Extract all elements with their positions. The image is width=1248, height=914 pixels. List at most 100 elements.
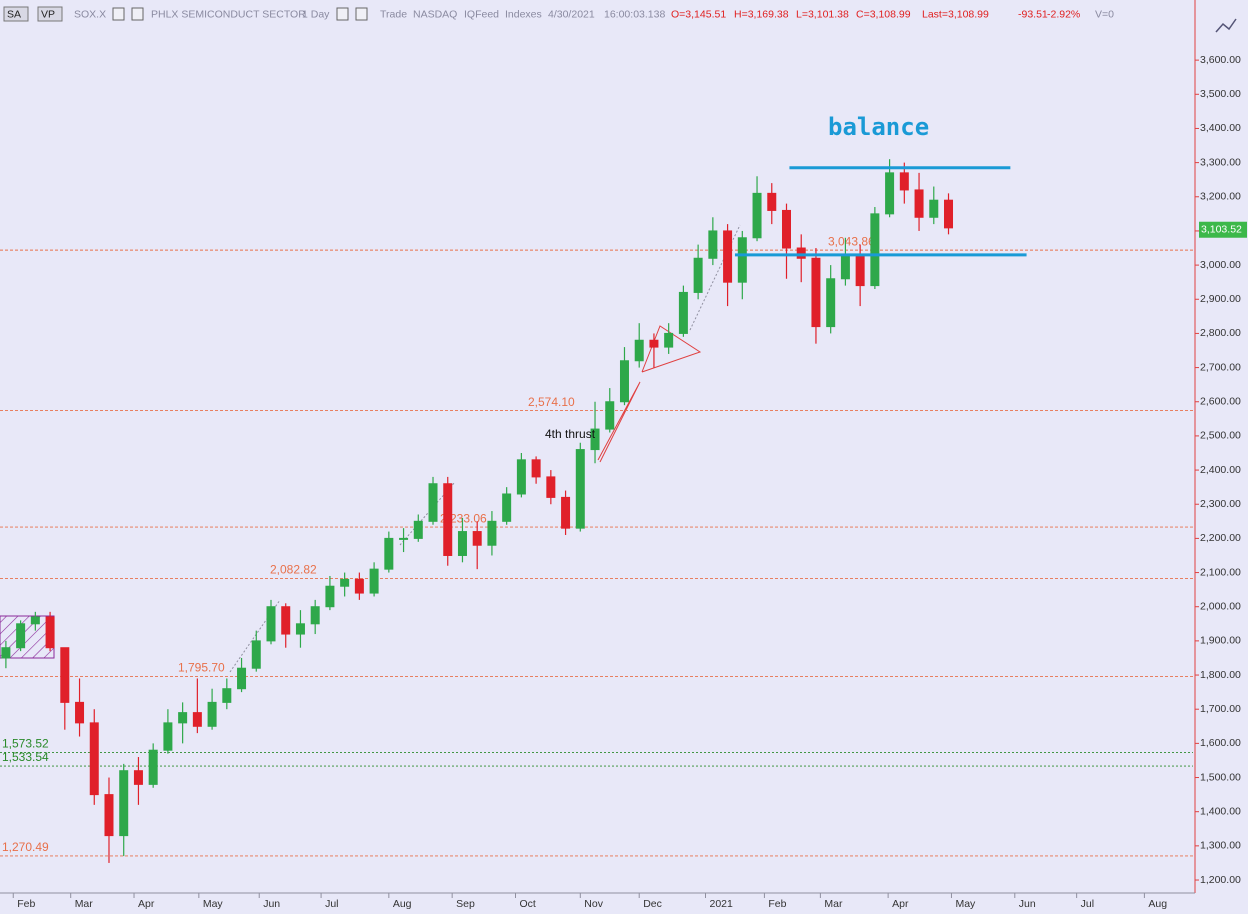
y-tick-label: 1,400.00 (1200, 805, 1241, 817)
y-tick-label: 1,500.00 (1200, 771, 1241, 783)
candle-body (781, 209, 791, 249)
candle-body (413, 520, 423, 539)
header-open: O=3,145.51 (671, 8, 726, 20)
y-tick-label: 2,800.00 (1200, 327, 1241, 339)
y-tick-label: 2,600.00 (1200, 396, 1241, 408)
toolbar-button-label: VP (41, 8, 55, 20)
candle-body (678, 291, 688, 334)
candle-body (340, 578, 350, 587)
x-tick-label: Aug (1148, 898, 1167, 910)
dropdown[interactable] (112, 7, 125, 21)
dropdown[interactable] (355, 7, 368, 21)
candle-body (369, 568, 379, 594)
candle-body (664, 332, 674, 348)
x-tick-label: Jun (263, 898, 280, 910)
annotation-thrust: 4th thrust (545, 427, 596, 441)
dropdown[interactable] (131, 7, 144, 21)
candle-body (178, 712, 188, 724)
candle-body (295, 623, 305, 635)
last-price-box (1199, 221, 1247, 238)
candle-body (251, 640, 261, 669)
wedge-drawing (597, 381, 641, 463)
level-label: 3,043.86 (828, 234, 875, 248)
last-price-label: 3,103.52 (1201, 224, 1242, 236)
y-tick-label: 1,900.00 (1200, 635, 1241, 647)
x-tick-label: Mar (75, 898, 94, 910)
candle-body (222, 688, 232, 703)
header-close: C=3,108.99 (856, 8, 911, 20)
candle-body (914, 189, 924, 218)
header-change: -93.51 (1018, 8, 1048, 20)
candle-body (752, 192, 762, 239)
candle-body (89, 722, 99, 796)
y-tick-label: 2,100.00 (1200, 566, 1241, 578)
candle-body (30, 616, 40, 625)
x-tick-label: Jun (1019, 898, 1036, 910)
candle-body (619, 360, 629, 403)
y-tick-label: 3,300.00 (1200, 156, 1241, 168)
candle-body (516, 459, 526, 495)
header-high: H=3,169.38 (734, 8, 789, 20)
y-tick-label: 2,500.00 (1200, 430, 1241, 442)
x-tick-label: Feb (17, 898, 35, 910)
dropdown[interactable] (336, 7, 349, 21)
y-tick-label: 1,700.00 (1200, 703, 1241, 715)
header-change-pct: -2.92% (1047, 8, 1080, 20)
triangle-drawing (641, 325, 702, 373)
x-tick-label: Nov (584, 898, 603, 910)
candle-body (561, 496, 571, 529)
y-tick-label: 3,600.00 (1200, 54, 1241, 66)
candle-body (708, 230, 718, 259)
candle-body (148, 749, 158, 785)
x-tick-label: Apr (138, 898, 155, 910)
candle-body (384, 537, 394, 570)
header-interval: 1 Day (302, 8, 330, 20)
candle-body (163, 722, 173, 751)
candle-body (133, 770, 143, 785)
header-time: 16:00:03.138 (604, 8, 665, 20)
header-name: PHLX SEMICONDUCT SECTOR (151, 8, 306, 20)
candle-body (811, 257, 821, 328)
candle-body (60, 647, 70, 703)
header-symbol: SOX.X (74, 8, 106, 20)
candle-body (16, 623, 26, 649)
candle-body (119, 770, 129, 837)
header-feed: IQFeed (464, 8, 499, 20)
candle-body (531, 459, 541, 478)
y-tick-label: 2,300.00 (1200, 498, 1241, 510)
candle-body (826, 278, 836, 328)
candle-body (192, 712, 202, 727)
header-date: 4/30/2021 (548, 8, 595, 20)
header-low: L=3,101.38 (796, 8, 849, 20)
candle-body (428, 483, 438, 522)
candle-body (546, 476, 556, 498)
candle-body (354, 578, 364, 594)
candle-body (281, 606, 291, 635)
toolbar-button[interactable] (37, 6, 63, 22)
candle-body (590, 428, 600, 451)
y-tick-label: 3,200.00 (1200, 191, 1241, 203)
annotation-balance: balance (828, 113, 929, 141)
toolbar-button[interactable] (3, 6, 29, 22)
x-tick-label: 2021 (709, 898, 733, 910)
candle-body (840, 254, 850, 280)
header-mode: Trade (380, 8, 407, 20)
header-exchange: NASDAQ (413, 8, 457, 20)
candle-body (1, 647, 11, 659)
candle-body (885, 172, 895, 215)
candle-body (870, 213, 880, 287)
candle-body (399, 537, 409, 540)
candle-body (310, 606, 320, 625)
candle-body (605, 401, 615, 430)
candle-body (45, 616, 55, 649)
candle-body (237, 667, 247, 690)
candle-body (207, 701, 217, 727)
level-label: 1,795.70 (178, 661, 225, 675)
candle-body (75, 701, 85, 724)
candle-body (575, 449, 585, 529)
level-label: 1,573.52 (2, 737, 49, 751)
x-tick-label: May (955, 898, 976, 910)
header-group: Indexes (505, 8, 542, 20)
